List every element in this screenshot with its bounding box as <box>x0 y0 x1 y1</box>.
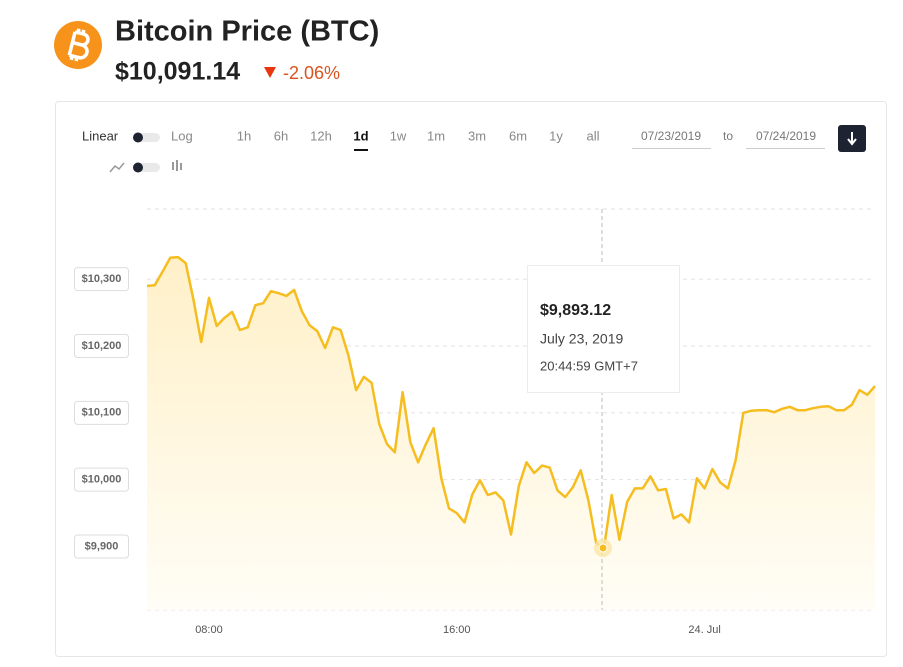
scale-linear[interactable]: Linear <box>82 128 119 143</box>
toggle-knob <box>133 132 143 143</box>
toggle-knob <box>133 162 143 173</box>
tooltip-price: $9,893.12 <box>540 302 611 319</box>
date-to-label: to <box>723 129 733 143</box>
range-button[interactable]: 6m <box>509 128 527 143</box>
range-button[interactable]: all <box>586 128 599 143</box>
range-button[interactable]: 1w <box>390 128 407 143</box>
range-button[interactable]: 1m <box>427 128 445 143</box>
x-tick-label: 16:00 <box>443 624 471 636</box>
y-tick-box <box>74 400 129 425</box>
bitcoin-symbol <box>67 28 90 62</box>
range-button[interactable]: 1y <box>549 128 563 143</box>
y-tick-box <box>74 534 129 559</box>
y-tick-box <box>74 334 129 359</box>
scale-log[interactable]: Log <box>171 128 193 143</box>
x-tick-label: 24. Jul <box>688 624 720 636</box>
price-line <box>146 255 876 550</box>
y-tick-box <box>74 467 129 492</box>
current-price: $10,091.14 <box>115 58 240 86</box>
date-to[interactable]: 07/24/2019 <box>756 129 816 143</box>
range-button[interactable]: 1d <box>353 128 368 143</box>
page-title: Bitcoin Price (BTC) <box>115 16 379 48</box>
area-fill <box>147 257 875 610</box>
tooltip-box <box>527 265 680 393</box>
price-change: -2.06% <box>283 63 340 83</box>
download-icon <box>847 132 857 146</box>
down-arrow <box>264 67 276 78</box>
candle-icon[interactable] <box>172 160 182 171</box>
hover-dot <box>598 543 608 553</box>
x-tick-label: 08:00 <box>195 624 223 636</box>
line-icon[interactable] <box>109 162 125 173</box>
date-from[interactable]: 07/23/2019 <box>641 129 701 143</box>
y-tick-box <box>74 267 129 292</box>
y-tick-label: $10,300 <box>82 273 122 285</box>
range-button[interactable]: 1h <box>237 128 251 143</box>
y-tick-label: $10,200 <box>82 340 122 352</box>
y-tick-label: $10,100 <box>82 407 122 419</box>
range-button[interactable]: 3m <box>468 128 486 143</box>
tooltip-date: July 23, 2019 <box>540 331 623 347</box>
range-button[interactable]: 6h <box>274 128 288 143</box>
y-tick-label: $10,000 <box>82 474 122 486</box>
range-button[interactable]: 12h <box>310 128 332 143</box>
y-tick-label: $9,900 <box>85 540 119 552</box>
tooltip-time: 20:44:59 GMT+7 <box>540 358 638 373</box>
